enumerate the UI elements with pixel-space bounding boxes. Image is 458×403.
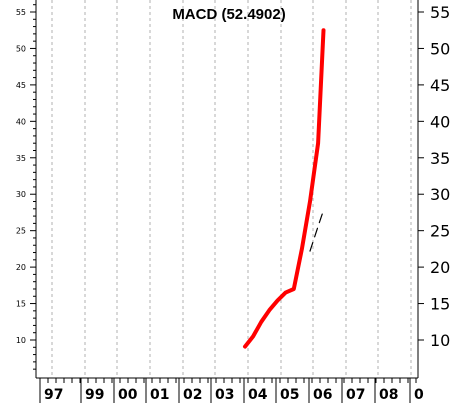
- x-tick-label-2: 00: [118, 387, 138, 403]
- x-tick-label-8: 06: [313, 387, 332, 403]
- y-tick-label-left-10: 10: [16, 336, 26, 345]
- x-tick-label-1: 99: [85, 387, 104, 403]
- y-tick-label-right-15: 15: [430, 295, 450, 314]
- y-tick-label-right-20: 20: [430, 258, 450, 277]
- x-tick-label-6: 04: [248, 387, 268, 403]
- y-tick-label-left-30: 30: [16, 190, 26, 199]
- y-tick-label-left-50: 50: [16, 44, 26, 53]
- y-tick-label-left-15: 15: [16, 300, 26, 309]
- chart-title: MACD (52.4902): [172, 6, 285, 23]
- x-tick-label-5: 03: [215, 387, 234, 403]
- x-tick-label-3: 01: [150, 387, 169, 403]
- y-tick-label-right-50: 50: [430, 39, 450, 58]
- x-tick-label-9: 07: [346, 387, 365, 403]
- y-tick-label-right-10: 10: [430, 331, 450, 350]
- series-line-0: [243, 28, 326, 349]
- y-tick-label-left-35: 35: [16, 154, 26, 163]
- y-tick-label-right-35: 35: [430, 149, 450, 168]
- x-tick-label-11: 0: [414, 387, 424, 403]
- y-tick-label-left-40: 40: [16, 117, 26, 126]
- y-tick-label-right-45: 45: [430, 76, 450, 95]
- y-tick-label-left-55: 55: [16, 8, 26, 17]
- y-axis-ticks: 10 10 15 15 20 20 25 25 30 30 35 35 40 40 45 45 50 50 55 55: [16, 3, 450, 370]
- y-tick-label-right-55: 55: [430, 3, 450, 22]
- x-tick-label-10: 08: [379, 387, 398, 403]
- series-line-1: [309, 209, 325, 252]
- y-tick-label-left-25: 25: [16, 227, 26, 236]
- x-tick-label-7: 05: [280, 387, 299, 403]
- y-tick-label-right-30: 30: [430, 185, 450, 204]
- x-tick-label-0: 97: [44, 387, 63, 403]
- y-tick-label-left-45: 45: [16, 81, 26, 90]
- y-tick-label-right-40: 40: [430, 112, 450, 131]
- vertical-gridlines: [51, 0, 412, 378]
- series-lines: [243, 28, 326, 349]
- x-tick-label-4: 02: [183, 387, 202, 403]
- y-tick-label-left-20: 20: [16, 263, 26, 272]
- x-axis-ticks: 97 99 00 01 02 03 04 05 06 07 08 0: [39, 378, 424, 403]
- y-tick-label-right-25: 25: [430, 222, 450, 241]
